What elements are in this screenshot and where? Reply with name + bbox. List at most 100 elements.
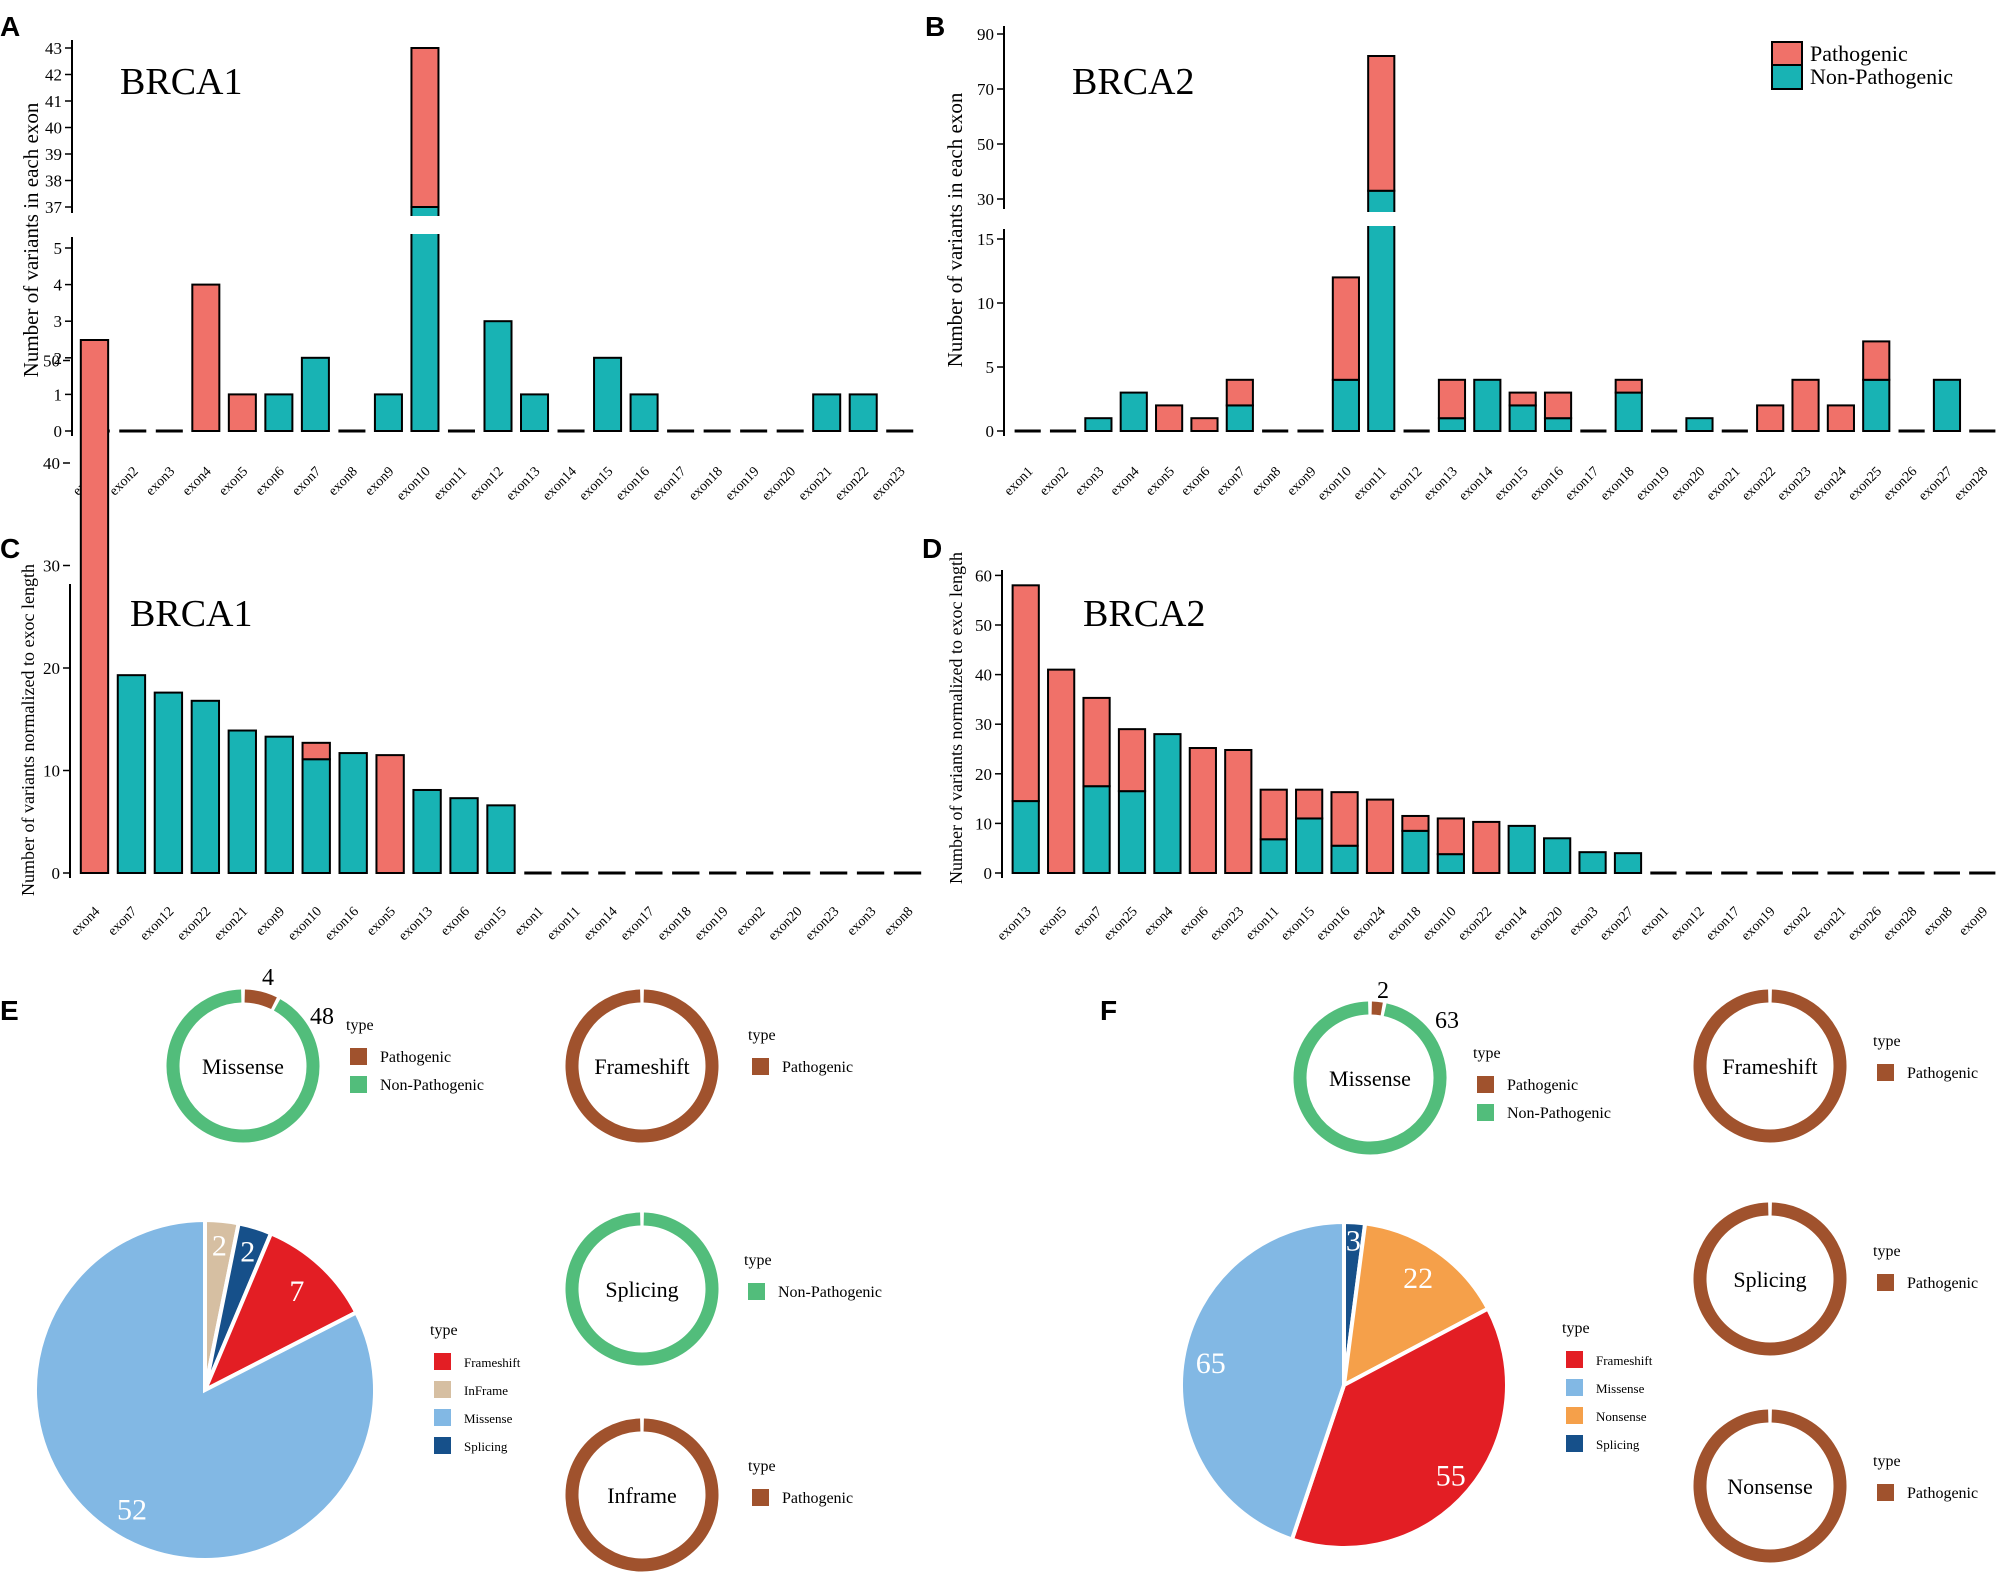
pie-slice-frameshift	[1289, 1305, 1509, 1551]
x-tick-label: exon13	[504, 464, 544, 504]
y-tick-label: 40	[45, 119, 62, 138]
legend-label: Pathogenic	[782, 1059, 853, 1076]
bar-pathogenic-exon24	[1826, 404, 1855, 432]
legend-swatch-splicing	[434, 1437, 451, 1454]
bar-pathogenic-exon4	[191, 283, 221, 432]
y-tick-label: 5	[986, 358, 995, 377]
x-tick-label: exon5	[364, 904, 399, 939]
bar-pathogenic-exon16	[1330, 791, 1359, 847]
x-tick-label: exon16	[1527, 464, 1567, 504]
pie-value-label: 2	[212, 1230, 227, 1263]
bar-pathogenic-exon5	[227, 393, 257, 432]
bar-nonpathogenic-exon13	[1437, 417, 1467, 433]
y-tick-label: 42	[45, 66, 62, 85]
x-tick-label: exon15	[1492, 464, 1532, 504]
x-tick-label: exon10	[1315, 464, 1355, 504]
x-tick-label: exon12	[137, 904, 177, 944]
x-tick-label: exon26	[1845, 904, 1885, 944]
bar-pathogenic-exon4	[79, 339, 110, 874]
legend-swatch-pathogenic	[1877, 1274, 1894, 1291]
y-tick-label: 10	[43, 762, 60, 781]
x-tick-label: exon3	[143, 464, 178, 499]
donut-e-inframe: Inframe type Pathogenic	[565, 1418, 853, 1572]
bar-nonpathogenic-exon25	[1117, 790, 1147, 874]
bar-pathogenic-exon22	[1472, 820, 1501, 874]
legend-label: Pathogenic	[1907, 1065, 1978, 1082]
x-tick-label: exon23	[803, 904, 843, 944]
bar-pathogenic-exon24	[1365, 798, 1395, 874]
x-tick-label: exon8	[1249, 464, 1284, 499]
legend-label: Nonsense	[1596, 1409, 1647, 1424]
bar-nonpathogenic-exon13	[520, 393, 550, 432]
y-tick-label: 41	[45, 92, 62, 111]
x-tick-label: exon11	[1243, 904, 1282, 943]
bar-nonpathogenic-exon14	[1473, 378, 1502, 432]
y-tick-label: 0	[54, 422, 63, 441]
x-tick-label: exon20	[1669, 464, 1709, 504]
x-tick-label: exon18	[1385, 904, 1425, 944]
chart-title: BRCA1	[120, 61, 242, 103]
bar-nonpathogenic-exon10	[1436, 853, 1465, 874]
x-tick-label: exon19	[692, 904, 732, 944]
pie-value-label: 55	[1436, 1460, 1466, 1493]
x-tick-label: exon17	[1703, 904, 1743, 944]
x-tick-label: exon14	[1456, 464, 1496, 504]
x-tick-label: exon22	[1455, 904, 1495, 944]
x-tick-label: exon25	[1101, 904, 1141, 944]
x-tick-label: exon26	[1881, 464, 1921, 504]
panel-label-b: B	[925, 11, 945, 42]
legend-label: Missense	[464, 1411, 513, 1426]
bar-chart-a: 01234537383940414243exon1exon2exon3exon4…	[19, 39, 928, 504]
x-tick-label: exon9	[1956, 904, 1991, 939]
pie-slice-nonsense	[1341, 1221, 1491, 1389]
bar-pathogenic-exon15	[1508, 391, 1537, 407]
bar-pathogenic-exon6	[1188, 747, 1217, 874]
legend-swatch-pathogenic	[752, 1489, 769, 1506]
x-tick-label: exon8	[882, 904, 917, 939]
legend-label: Non-Pathogenic	[380, 1077, 484, 1094]
bar-pathogenic-exon15	[1295, 788, 1324, 820]
x-tick-label: exon6	[253, 464, 288, 499]
legend-title: type	[744, 1252, 772, 1269]
legend-swatch-missense	[1566, 1379, 1583, 1396]
bar-nonpathogenic-exon18	[1614, 391, 1643, 433]
legend-swatch-missense	[434, 1409, 451, 1426]
donut-center-label: Missense	[1329, 1066, 1411, 1091]
donut-f-nonsense: Nonsense type Pathogenic	[1693, 1409, 1978, 1563]
legend-title: type	[430, 1322, 458, 1339]
y-tick-label: 50	[43, 352, 60, 371]
y-tick-label: 2	[54, 349, 63, 368]
bar-nonpathogenic-exon9	[373, 393, 403, 432]
bar-pathogenic-exon11	[1367, 55, 1396, 192]
pie-slice-missense	[1179, 1219, 1346, 1543]
donut-f-missense: Missense 2 63 type Pathogenic Non-Pathogenic	[1293, 978, 1611, 1155]
donut-segment-pathogenic	[1371, 1001, 1383, 1016]
bar-pathogenic-exon13	[1011, 584, 1040, 803]
bar-nonpathogenic-exon27	[1613, 852, 1643, 874]
y-tick-label: 1	[54, 385, 63, 404]
x-tick-label: exon14	[581, 904, 621, 944]
legend-swatch-pathogenic	[1771, 41, 1803, 67]
x-tick-label: exon28	[1951, 464, 1991, 504]
bar-nonpathogenic-exon4	[1153, 733, 1182, 874]
legend-label: Pathogenic	[1907, 1275, 1978, 1292]
x-tick-label: exon21	[211, 904, 251, 944]
x-tick-label: exon3	[1072, 464, 1107, 499]
x-tick-label: exon10	[394, 464, 434, 504]
x-tick-label: exon16	[322, 904, 362, 944]
x-tick-label: exon27	[1916, 464, 1956, 504]
bar-pathogenic-exon10	[1436, 817, 1465, 856]
bar-nonpathogenic-exon21	[812, 393, 842, 432]
x-tick-label: exon22	[174, 904, 214, 944]
bar-pathogenic-exon13	[1437, 378, 1467, 420]
bar-nonpathogenic-exon16	[338, 752, 368, 875]
panel-label-a: A	[0, 11, 20, 42]
bar-nonpathogenic-exon14	[1507, 824, 1536, 875]
legend-label: Non-Pathogenic	[1507, 1105, 1611, 1122]
legend-title: type	[1473, 1045, 1501, 1062]
panel-label-e: E	[0, 995, 19, 1026]
legend-swatch-frameshift	[434, 1353, 451, 1370]
bar-nonpathogenic-exon7	[300, 356, 330, 432]
legend-label: Pathogenic	[1907, 1485, 1978, 1502]
bar-nonpathogenic-exon25	[1862, 378, 1891, 432]
